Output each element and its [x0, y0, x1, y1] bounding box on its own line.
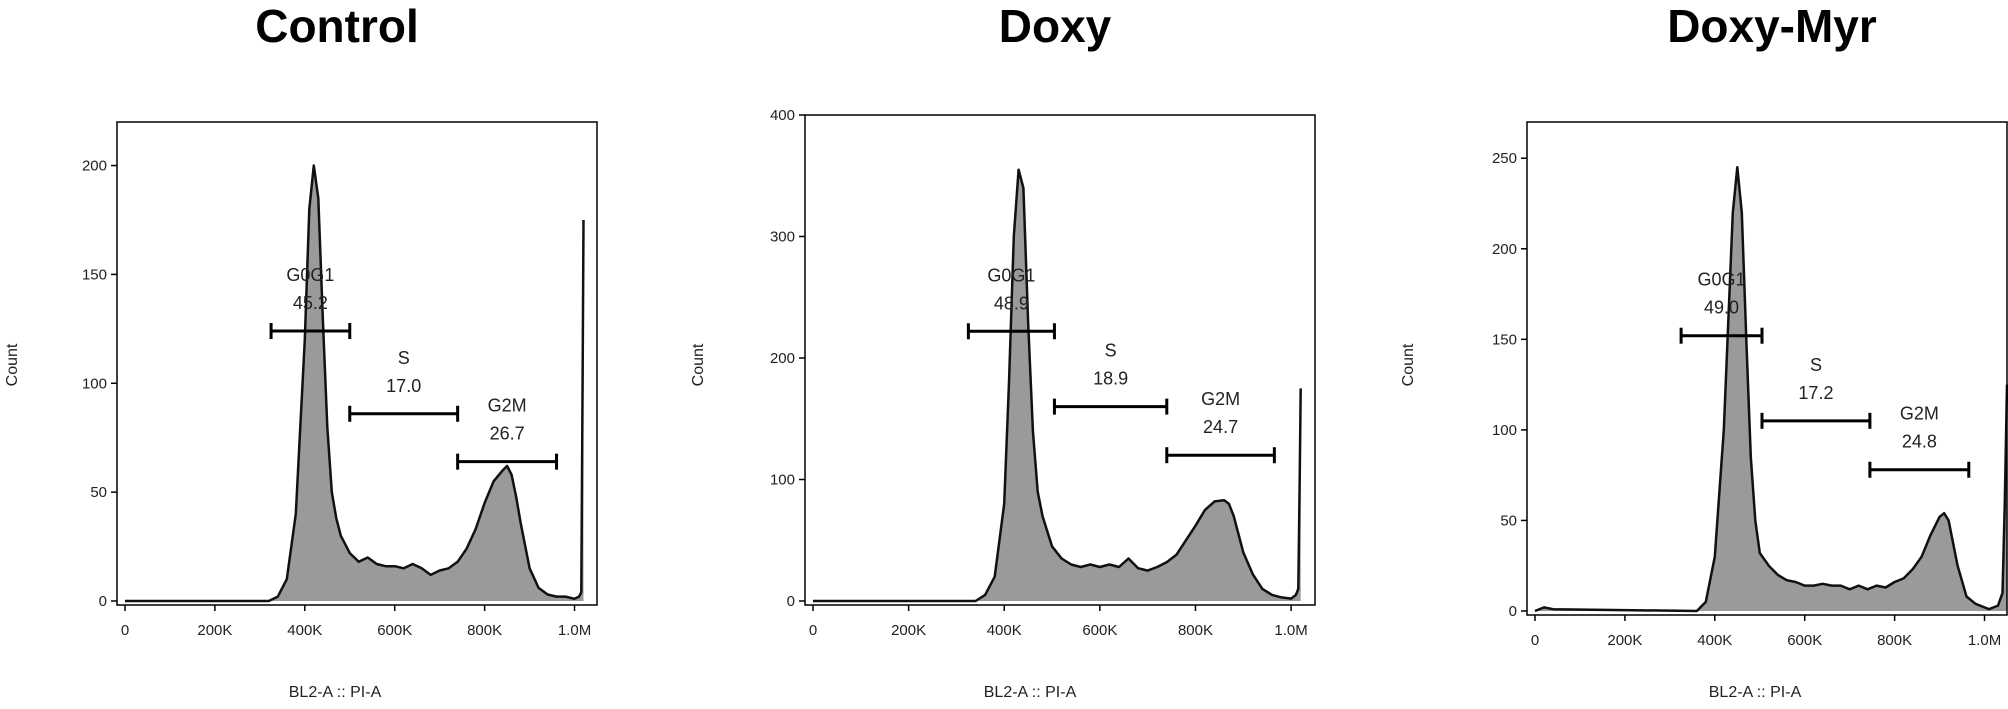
plot-frame — [804, 114, 1316, 606]
y-tick-label: 200 — [770, 350, 795, 367]
x-tick-label: 1.0M — [1274, 622, 1307, 639]
y-axis-label: Count — [1400, 343, 1417, 386]
gate-name: S — [398, 348, 410, 368]
histogram-outline — [125, 164, 585, 603]
y-tick-label: 150 — [1492, 331, 1517, 348]
histogram-fill — [813, 169, 1301, 601]
y-tick-label: 0 — [99, 593, 107, 610]
x-tick-label: 400K — [1697, 632, 1732, 649]
gate-value: 24.8 — [1902, 432, 1937, 452]
panel-title: Control — [255, 0, 419, 52]
y-tick-label: 100 — [1492, 422, 1517, 439]
x-tick-label: 1.0M — [558, 622, 591, 639]
y-tick-label: 200 — [1492, 241, 1517, 258]
x-axis-label: BL2-A :: PI-A — [289, 684, 382, 701]
gate-name: G2M — [1201, 389, 1240, 409]
x-tick-label: 600K — [1787, 632, 1822, 649]
x-tick-label: 200K — [197, 622, 232, 639]
y-tick-label: 200 — [82, 158, 107, 175]
x-tick-label: 0 — [1531, 632, 1539, 649]
gate-value: 18.9 — [1093, 369, 1128, 389]
panel-title: Doxy — [999, 0, 1112, 52]
histogram-outline — [813, 168, 1302, 603]
y-tick-label: 50 — [90, 484, 107, 501]
x-tick-label: 1.0M — [1968, 632, 2001, 649]
gate-value: 48.9 — [994, 293, 1029, 313]
x-tick-label: 800K — [1877, 632, 1912, 649]
y-tick-label: 400 — [770, 107, 795, 124]
x-tick-label: 600K — [377, 622, 412, 639]
gate-name: G2M — [488, 396, 527, 416]
y-tick-label: 300 — [770, 229, 795, 246]
gate-name: G0G1 — [1698, 270, 1746, 290]
y-tick-label: 100 — [770, 472, 795, 489]
plot-frame — [116, 121, 598, 606]
histogram-outline — [1534, 166, 2008, 613]
x-tick-label: 600K — [1082, 622, 1117, 639]
y-axis-label: Count — [4, 343, 21, 386]
gate-value: 17.0 — [386, 376, 421, 396]
gate-name: G2M — [1900, 404, 1939, 424]
gate-value: 45.2 — [293, 293, 328, 313]
gate-name: S — [1105, 341, 1117, 361]
gate-value: 24.7 — [1203, 417, 1238, 437]
x-tick-label: 200K — [1607, 632, 1642, 649]
panel-doxy-myr: Doxy-Myr Count BL2-A :: PI-A 05010015020… — [1400, 0, 2008, 701]
x-tick-label: 0 — [121, 622, 129, 639]
y-axis-label: Count — [690, 343, 707, 386]
x-tick-label: 800K — [467, 622, 502, 639]
gate-value: 17.2 — [1798, 383, 1833, 403]
y-tick-label: 50 — [1500, 512, 1517, 529]
x-tick-label: 0 — [809, 622, 817, 639]
histogram-fill — [1535, 167, 2007, 612]
gate-value: 49.0 — [1704, 298, 1739, 318]
y-tick-label: 150 — [82, 266, 107, 283]
x-axis-label: BL2-A :: PI-A — [984, 684, 1077, 701]
x-tick-label: 400K — [987, 622, 1022, 639]
x-tick-label: 800K — [1178, 622, 1213, 639]
panel-title: Doxy-Myr — [1667, 0, 1877, 52]
gate-name: S — [1810, 355, 1822, 375]
histogram-fill — [125, 165, 584, 601]
x-tick-label: 400K — [287, 622, 322, 639]
gate-name: G0G1 — [987, 265, 1035, 285]
x-axis-label: BL2-A :: PI-A — [1709, 684, 1802, 701]
y-tick-label: 100 — [82, 375, 107, 392]
gate-value: 26.7 — [490, 424, 525, 444]
y-tick-label: 0 — [787, 593, 795, 610]
plot-frame — [1526, 121, 2008, 616]
y-tick-label: 250 — [1492, 150, 1517, 167]
panel-control: Control Count BL2-A :: PI-A 050100150200… — [4, 0, 598, 701]
x-tick-label: 200K — [891, 622, 926, 639]
y-tick-label: 0 — [1509, 603, 1517, 620]
gate-name: G0G1 — [286, 265, 334, 285]
